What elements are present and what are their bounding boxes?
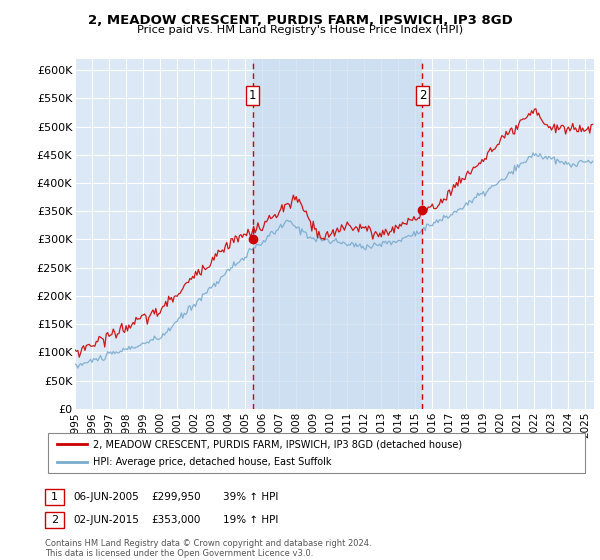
Text: 2, MEADOW CRESCENT, PURDIS FARM, IPSWICH, IP3 8GD: 2, MEADOW CRESCENT, PURDIS FARM, IPSWICH… (88, 14, 512, 27)
Bar (253, 59, 422, 409)
Text: 19% ↑ HPI: 19% ↑ HPI (223, 515, 278, 525)
Text: 06-JUN-2005: 06-JUN-2005 (73, 492, 139, 502)
Text: 39% ↑ HPI: 39% ↑ HPI (223, 492, 278, 502)
Text: 1: 1 (249, 89, 256, 102)
Text: 02-JUN-2015: 02-JUN-2015 (73, 515, 139, 525)
Text: Contains HM Land Registry data © Crown copyright and database right 2024.
This d: Contains HM Land Registry data © Crown c… (45, 539, 371, 558)
Text: £353,000: £353,000 (151, 515, 200, 525)
Text: £299,950: £299,950 (151, 492, 201, 502)
Text: 2: 2 (51, 515, 58, 525)
Text: HPI: Average price, detached house, East Suffolk: HPI: Average price, detached house, East… (93, 457, 331, 467)
Text: 1: 1 (51, 492, 58, 502)
Text: 2: 2 (419, 89, 426, 102)
Text: 2, MEADOW CRESCENT, PURDIS FARM, IPSWICH, IP3 8GD (detached house): 2, MEADOW CRESCENT, PURDIS FARM, IPSWICH… (93, 439, 462, 449)
Text: Price paid vs. HM Land Registry's House Price Index (HPI): Price paid vs. HM Land Registry's House … (137, 25, 463, 35)
